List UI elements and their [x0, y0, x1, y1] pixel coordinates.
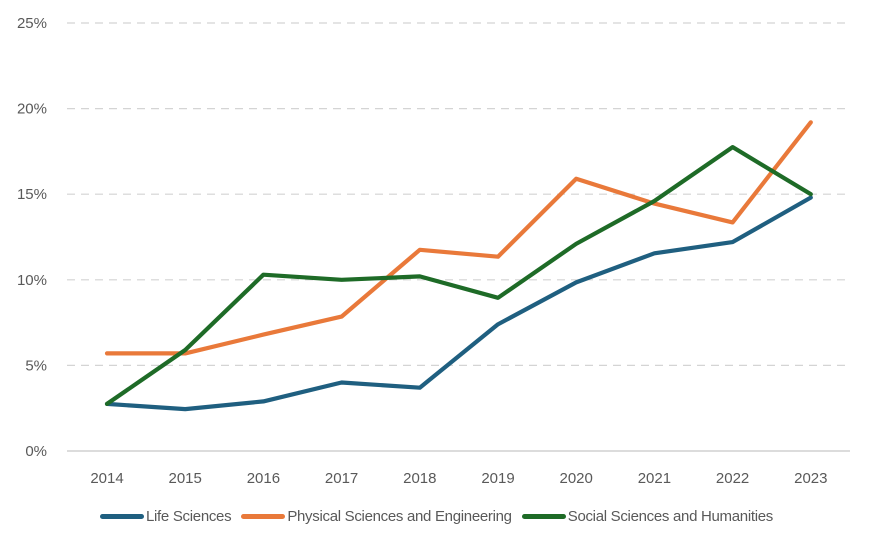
y-tick-label: 25% [17, 15, 47, 32]
legend-swatch [99, 514, 144, 519]
line-chart: 0%5%10%15%20%25% 2014 2015 2016 2017 2018 201… [17, 15, 850, 487]
y-tick-label: 5% [25, 357, 47, 374]
x-tick-label: 2020 [560, 470, 593, 487]
legend-item: Physical Sciences and Engineering [241, 508, 512, 525]
x-tick-label: 2015 [169, 470, 202, 487]
series-line-life-sciences [104, 195, 813, 412]
y-tick-label: 15% [17, 186, 47, 203]
legend-swatch [521, 514, 566, 519]
x-axis-ticks: 2014 2015 2016 2017 2018 2019 2020 2021 2022 2023 [90, 470, 827, 487]
legend-label: Life Sciences [145, 508, 232, 525]
y-axis-ticks: 0% 5% 10% 15% 20% 25% [17, 15, 47, 460]
legend-swatch [241, 514, 286, 519]
x-tick-label: 2022 [716, 470, 749, 487]
legend-label: Social Sciences and Humanities [567, 508, 774, 525]
legend-label: Physical Sciences and Engineering [287, 508, 512, 525]
x-tick-label: 2017 [325, 470, 358, 487]
series-line-social-sciences-and-humanities [104, 145, 813, 406]
x-tick-label: 2016 [247, 470, 280, 487]
legend-item: Life Sciences [99, 508, 232, 525]
legend-item: Social Sciences and Humanities [521, 508, 774, 525]
y-tick-label: 20% [17, 101, 47, 118]
x-tick-label: 2014 [90, 470, 123, 487]
y-tick-label: 10% [17, 272, 47, 289]
x-tick-label: 2018 [403, 470, 436, 487]
legend: Life Sciences Physical Sciences and Engin… [0, 508, 877, 525]
series-line-physical-sciences-and-engineering [104, 120, 813, 356]
x-tick-label: 2019 [481, 470, 514, 487]
series-lines [104, 120, 813, 412]
x-tick-label: 2021 [638, 470, 671, 487]
y-tick-label: 0% [25, 443, 47, 460]
gridlines [67, 22, 850, 452]
x-tick-label: 2023 [794, 470, 827, 487]
